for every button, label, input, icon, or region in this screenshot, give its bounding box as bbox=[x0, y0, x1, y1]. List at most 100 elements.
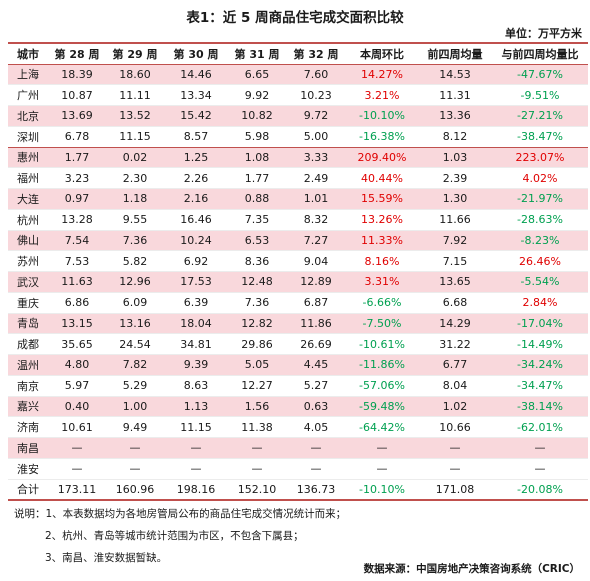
notes: 说明：1、本表数据均为各地房管局公布的商品住宅成交情况统计而来； 2、杭州、青岛… bbox=[14, 503, 346, 569]
four-week-avg-cell: 1.03 bbox=[418, 147, 492, 169]
note-item: 2、杭州、青岛等城市统计范围为市区，不包含下属县； bbox=[45, 530, 304, 542]
week28-cell: — bbox=[48, 437, 106, 459]
week30-cell: 2.26 bbox=[164, 167, 228, 189]
week30-cell: 2.16 bbox=[164, 188, 228, 210]
column-header: 本周环比 bbox=[346, 42, 418, 65]
vs-avg-cell: -28.63% bbox=[492, 209, 588, 231]
week32-cell: 12.89 bbox=[286, 271, 346, 293]
week29-cell: 11.15 bbox=[106, 126, 164, 148]
week29-cell: 7.36 bbox=[106, 230, 164, 252]
vs-avg-cell: -38.14% bbox=[492, 396, 588, 418]
total-city-cell: 合计 bbox=[8, 478, 48, 501]
week31-cell: 1.56 bbox=[228, 396, 286, 418]
week28-cell: 7.54 bbox=[48, 230, 106, 252]
week32-cell: 10.23 bbox=[286, 84, 346, 106]
four-week-avg-cell: 31.22 bbox=[418, 333, 492, 355]
unit-label: 单位：万平方米 bbox=[505, 27, 582, 40]
city-cell: 温州 bbox=[8, 354, 48, 376]
notes-label: 说明： bbox=[14, 508, 46, 520]
week28-cell: 13.28 bbox=[48, 209, 106, 231]
column-header: 第 28 周 bbox=[48, 42, 106, 65]
table-row: 大连 0.97 1.18 2.16 0.88 1.01 15.59% 1.30 -21.97% bbox=[8, 188, 588, 210]
table-row: 嘉兴 0.40 1.00 1.13 1.56 0.63 -59.48% 1.02 -38.14% bbox=[8, 396, 588, 418]
week31-cell: 7.36 bbox=[228, 292, 286, 314]
vs-avg-cell: 223.07% bbox=[492, 147, 588, 169]
table-row: 淮安 — — — — — — — — bbox=[8, 458, 588, 480]
wow-change-cell: 40.44% bbox=[346, 167, 418, 189]
column-header: 第 29 周 bbox=[106, 42, 164, 65]
week30-cell: 1.13 bbox=[164, 396, 228, 418]
week31-cell: 6.65 bbox=[228, 64, 286, 86]
wow-change-cell: -10.10% bbox=[346, 105, 418, 127]
city-cell: 淮安 bbox=[8, 458, 48, 480]
week28-cell: 6.86 bbox=[48, 292, 106, 314]
table-row: 重庆 6.86 6.09 6.39 7.36 6.87 -6.66% 6.68 2.84% bbox=[8, 292, 588, 314]
week29-cell: 11.11 bbox=[106, 84, 164, 106]
table-row: 苏州 7.53 5.82 6.92 8.36 9.04 8.16% 7.15 26.46% bbox=[8, 250, 588, 272]
vs-avg-cell: 26.46% bbox=[492, 250, 588, 272]
week32-cell: 1.01 bbox=[286, 188, 346, 210]
four-week-avg-cell: 14.53 bbox=[418, 64, 492, 86]
week31-cell: 7.35 bbox=[228, 209, 286, 231]
week30-cell: — bbox=[164, 458, 228, 480]
total-week29-cell: 160.96 bbox=[106, 478, 164, 501]
week31-cell: 1.77 bbox=[228, 167, 286, 189]
week32-cell: 7.27 bbox=[286, 230, 346, 252]
week29-cell: 5.29 bbox=[106, 375, 164, 397]
week30-cell: 1.25 bbox=[164, 147, 228, 169]
four-week-avg-cell: 13.65 bbox=[418, 271, 492, 293]
city-cell: 武汉 bbox=[8, 271, 48, 293]
vs-avg-cell: — bbox=[492, 437, 588, 459]
wow-change-cell: 3.21% bbox=[346, 84, 418, 106]
week29-cell: 6.09 bbox=[106, 292, 164, 314]
week29-cell: 9.55 bbox=[106, 209, 164, 231]
table-row: 成都 35.65 24.54 34.81 29.86 26.69 -10.61% 31.22-… bbox=[8, 333, 588, 355]
table-row: 济南 10.61 9.49 11.15 11.38 4.05 -64.42% 10.66 -62… bbox=[8, 416, 588, 438]
total-week28-cell: 173.11 bbox=[48, 478, 106, 501]
column-header: 第 32 周 bbox=[286, 42, 346, 65]
city-cell: 嘉兴 bbox=[8, 396, 48, 418]
city-cell: 北京 bbox=[8, 105, 48, 127]
table-row: 深圳 6.78 11.15 8.57 5.98 5.00 -16.38% 8.12 -38.47… bbox=[8, 126, 588, 148]
wow-change-cell: -57.06% bbox=[346, 375, 418, 397]
vs-avg-cell: 4.02% bbox=[492, 167, 588, 189]
week31-cell: 5.98 bbox=[228, 126, 286, 148]
week29-cell: 12.96 bbox=[106, 271, 164, 293]
vs-avg-cell: -14.49% bbox=[492, 333, 588, 355]
week30-cell: 8.57 bbox=[164, 126, 228, 148]
four-week-avg-cell: 6.77 bbox=[418, 354, 492, 376]
table-title: 表1：近 5 周商品住宅成交面积比较 bbox=[186, 10, 404, 26]
city-cell: 深圳 bbox=[8, 126, 48, 148]
table-row: 南京 5.97 5.29 8.63 12.27 5.27 -57.06% 8.04 -34.47… bbox=[8, 375, 588, 397]
column-header: 第 31 周 bbox=[228, 42, 286, 65]
city-cell: 上海 bbox=[8, 64, 48, 86]
week32-cell: 9.72 bbox=[286, 105, 346, 127]
week30-cell: 6.92 bbox=[164, 250, 228, 272]
week29-cell: — bbox=[106, 437, 164, 459]
four-week-avg-cell: 11.31 bbox=[418, 84, 492, 106]
table-row: 北京 13.69 13.52 15.42 10.82 9.72 -10.10% 13.36 -2… bbox=[8, 105, 588, 127]
table-row: 佛山 7.54 7.36 10.24 6.53 7.27 11.33% 7.92 -8.23% bbox=[8, 230, 588, 252]
wow-change-cell: -7.50% bbox=[346, 313, 418, 335]
city-cell: 苏州 bbox=[8, 250, 48, 272]
week28-cell: 18.39 bbox=[48, 64, 106, 86]
city-cell: 青岛 bbox=[8, 313, 48, 335]
week28-cell: — bbox=[48, 458, 106, 480]
week30-cell: 15.42 bbox=[164, 105, 228, 127]
column-header: 与前四周均量比 bbox=[492, 42, 588, 65]
wow-change-cell: -6.66% bbox=[346, 292, 418, 314]
week32-cell: 7.60 bbox=[286, 64, 346, 86]
week32-cell: 9.04 bbox=[286, 250, 346, 272]
week31-cell: 12.48 bbox=[228, 271, 286, 293]
wow-change-cell: -64.42% bbox=[346, 416, 418, 438]
week30-cell: 6.39 bbox=[164, 292, 228, 314]
week29-cell: 13.52 bbox=[106, 105, 164, 127]
city-cell: 杭州 bbox=[8, 209, 48, 231]
week30-cell: 9.39 bbox=[164, 354, 228, 376]
vs-avg-cell: -5.54% bbox=[492, 271, 588, 293]
wow-change-cell: -10.61% bbox=[346, 333, 418, 355]
header-row: 城市第 28 周第 29 周第 30 周第 31 周第 32 周本周环比 前四周均… bbox=[8, 42, 588, 65]
week28-cell: 13.15 bbox=[48, 313, 106, 335]
note-item: 1、本表数据均为各地房管局公布的商品住宅成交情况统计而来； bbox=[45, 508, 347, 520]
wow-change-cell: 14.27% bbox=[346, 64, 418, 86]
